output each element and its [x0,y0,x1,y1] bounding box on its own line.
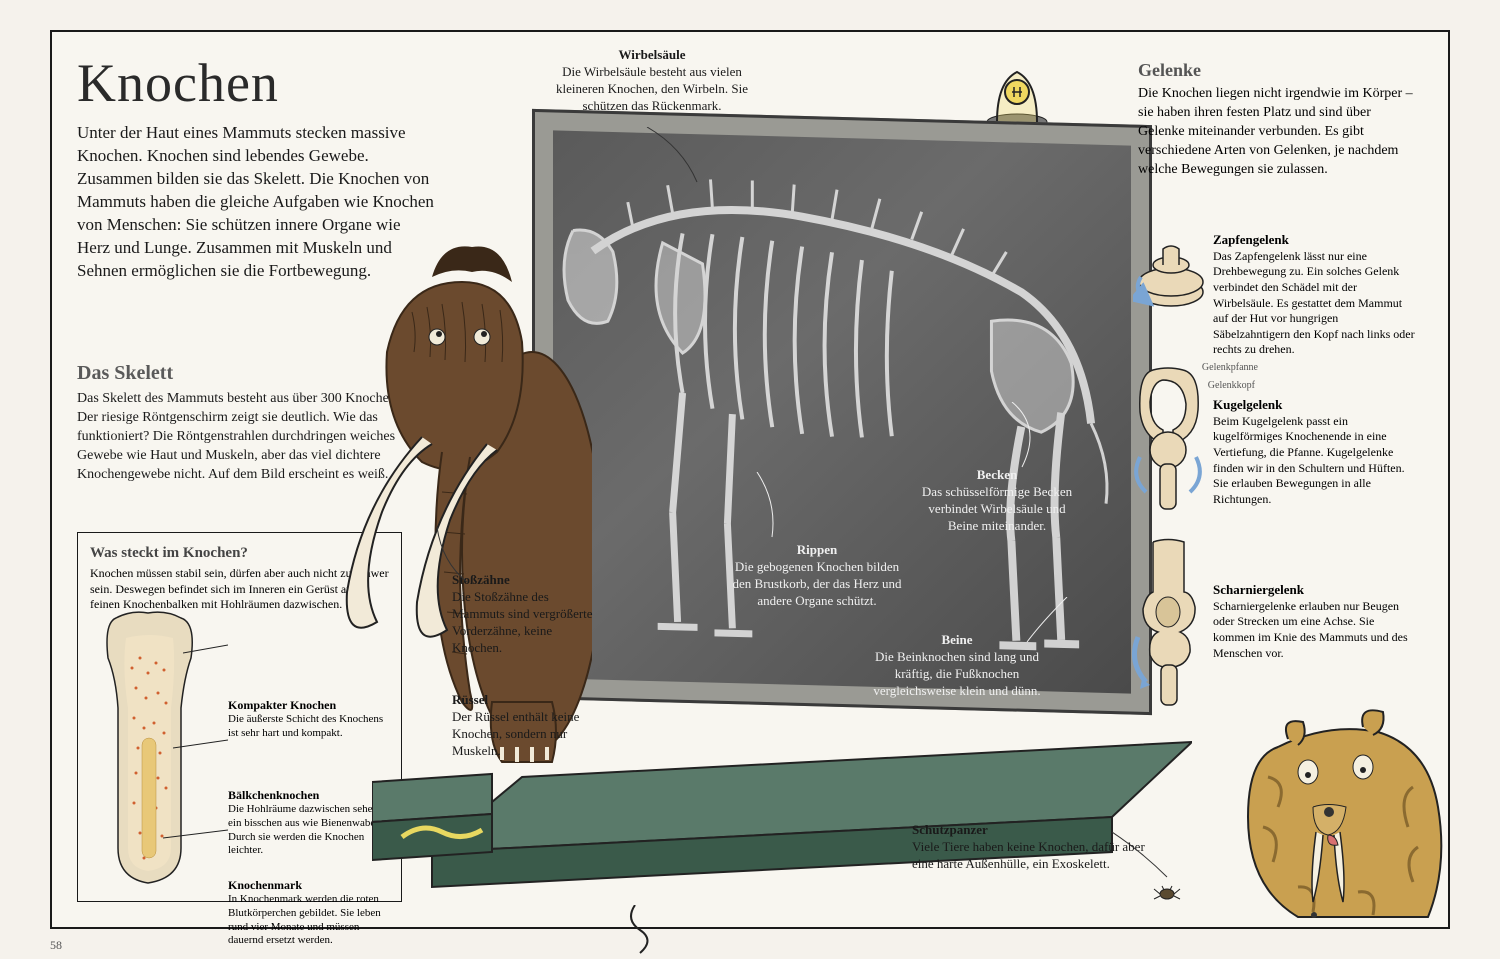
label-gelenkpfanne: Gelenkpfanne [1202,362,1258,373]
joints-body: Die Knochen liegen nicht irgendwie im Kö… [1138,85,1418,179]
page-number: 58 [50,938,62,953]
pivot-joint-illustration [1133,227,1208,322]
bone-label-spongy: Bälkchenknochen Die Hohlräume dazwischen… [228,788,393,858]
cable-icon [595,905,675,955]
ball-joint-illustration [1128,362,1208,512]
callout-spine: Wirbelsäule Die Wirbelsäule besteht aus … [552,47,752,115]
label-gelenkkopf: Gelenkkopf [1208,380,1255,391]
sabertooth-tiger-illustration [1218,667,1448,927]
skeleton-heading: Das Skelett [77,362,173,385]
joint-pivot: Zapfengelenk Das Zapfengelenk lässt nur … [1213,232,1418,358]
callout-ribs: Rippen Die gebogenen Knochen bilden den … [732,542,902,610]
bone-label-marrow: Knochenmark In Knochenmark werden die ro… [228,878,393,948]
joint-hinge: Scharniergelenk Scharniergelenke erlaube… [1213,582,1418,661]
joints-heading: Gelenke [1138,60,1418,81]
callout-pelvis: Becken Das schüsselförmige Becken verbin… [912,467,1082,535]
joints-section: Gelenke Die Knochen liegen nicht irgendw… [1138,60,1418,179]
joint-ball: Kugelgelenk Beim Kugelgelenk passt ein k… [1213,397,1418,507]
page-title: Knochen [77,52,279,114]
callout-tusks: Stoßzähne Die Stoßzähne des Mammuts sind… [452,572,602,656]
insect-icon [1152,884,1182,904]
page-frame: Knochen Unter der Haut eines Mammuts ste… [50,30,1450,929]
callout-trunk: Rüssel Der Rüssel enthält keine Knochen,… [452,692,602,760]
hinge-joint-illustration [1128,537,1208,707]
